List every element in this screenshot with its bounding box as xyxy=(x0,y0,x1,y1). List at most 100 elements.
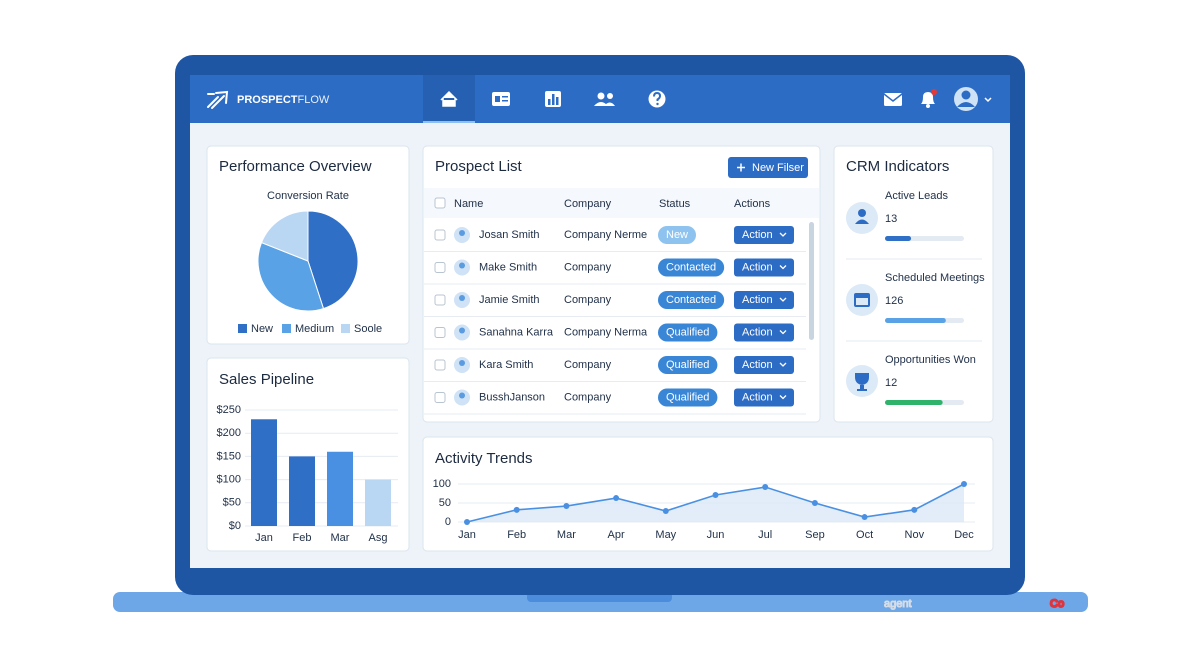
prospect-name: Sanahna Karra xyxy=(479,326,554,338)
y-tick-label: 100 xyxy=(433,478,451,490)
panel-title: Performance Overview xyxy=(219,158,372,175)
status-label: Contacted xyxy=(666,261,716,273)
avatar-head xyxy=(459,327,465,334)
progress-fill xyxy=(885,318,946,323)
checkbox[interactable] xyxy=(434,229,446,241)
checkbox[interactable] xyxy=(434,327,446,338)
column-header: Name xyxy=(454,198,483,210)
crm-icons xyxy=(846,202,878,397)
pie-slice xyxy=(260,210,309,262)
checkbox[interactable] xyxy=(434,359,446,371)
prospect-name: Jamie Smith xyxy=(479,294,540,306)
active-tab[interactable] xyxy=(423,75,475,123)
action-label: Action xyxy=(742,294,773,306)
watermark: agent xyxy=(884,598,912,610)
action-label: Action xyxy=(742,261,773,273)
x-tick-label: May xyxy=(655,529,676,541)
indicator-label: Opportunities Won xyxy=(885,354,976,366)
plus-icon xyxy=(737,163,745,172)
avatar-head xyxy=(459,262,465,269)
y-tick-label: 50 xyxy=(439,497,451,509)
prospect-name: BusshJanson xyxy=(479,391,545,403)
home-icon[interactable] xyxy=(440,90,458,107)
prospect-company: Company xyxy=(564,294,612,306)
action-button[interactable] xyxy=(734,356,794,374)
mail-icon[interactable] xyxy=(883,93,903,106)
status-pill xyxy=(658,226,697,244)
bar xyxy=(327,451,353,526)
checkbox[interactable] xyxy=(434,262,446,273)
x-tick-label: Nov xyxy=(905,529,925,541)
legend-swatch xyxy=(238,324,247,333)
x-tick-label: Jan xyxy=(255,532,273,544)
pie-slice xyxy=(307,210,359,310)
status-pill xyxy=(658,258,725,277)
y-tick-label: $0 xyxy=(229,520,241,532)
line-point xyxy=(513,506,520,513)
column-header: Status xyxy=(659,198,691,210)
table-header xyxy=(424,188,819,218)
reports-icon[interactable] xyxy=(545,91,561,107)
bar xyxy=(365,479,391,526)
status-pill xyxy=(658,388,718,407)
column-header: Company xyxy=(564,198,612,210)
action-button[interactable] xyxy=(734,258,794,277)
watermark: Co xyxy=(1050,598,1064,610)
indicator-label: Scheduled Meetings xyxy=(885,272,985,284)
team-icon[interactable] xyxy=(594,92,615,107)
x-tick-label: Dec xyxy=(954,529,974,541)
indicator-value: 13 xyxy=(885,213,897,225)
action-label: Action xyxy=(742,391,773,403)
chevron xyxy=(779,362,787,367)
legend-swatch xyxy=(282,324,291,333)
logo-strong: PROSPECT xyxy=(237,94,298,106)
y-tick-label: $200 xyxy=(217,427,241,439)
line-area xyxy=(467,484,964,522)
avatar[interactable] xyxy=(954,87,992,111)
action-label: Action xyxy=(742,359,773,371)
progress-fill xyxy=(885,236,912,241)
new-filter-button[interactable] xyxy=(728,157,808,178)
line-point xyxy=(762,484,769,491)
status-label: Qualified xyxy=(666,326,709,338)
logo-light: FLOW xyxy=(298,94,330,106)
checkbox[interactable] xyxy=(434,294,446,306)
checkbox[interactable] xyxy=(434,197,446,209)
status-pill xyxy=(658,323,718,342)
x-tick-label: Feb xyxy=(293,532,312,544)
prospect-company: Company xyxy=(564,391,612,403)
status-label: Qualified xyxy=(666,359,709,371)
prospect-company: Company Nerme xyxy=(564,229,647,241)
action-button[interactable] xyxy=(734,323,794,342)
y-tick-label: $50 xyxy=(223,497,241,509)
prospect-company: Company xyxy=(564,359,612,371)
pie-slice xyxy=(257,241,325,312)
bell-icon[interactable] xyxy=(921,89,937,108)
prospect-company: Company xyxy=(564,261,612,273)
panel-title: Sales Pipeline xyxy=(219,371,314,388)
button-label: New Filser xyxy=(752,162,804,174)
chevron xyxy=(779,297,787,302)
x-tick-label: Apr xyxy=(608,529,625,541)
action-button[interactable] xyxy=(734,226,794,244)
legend-label: New xyxy=(251,323,273,335)
scrollbar[interactable] xyxy=(809,222,814,340)
chevron xyxy=(779,265,787,270)
panel-title: Activity Trends xyxy=(435,450,533,467)
legend-label: Soole xyxy=(354,323,382,335)
avatar-head xyxy=(459,295,465,301)
line-point xyxy=(613,495,620,502)
line-point xyxy=(861,514,868,521)
action-button[interactable] xyxy=(734,388,794,407)
checkbox[interactable] xyxy=(434,392,446,403)
chart-title: Conversion Rate xyxy=(267,190,349,202)
contacts-icon[interactable] xyxy=(492,92,510,106)
action-button[interactable] xyxy=(734,291,794,309)
avatar-head xyxy=(459,392,465,399)
prospect-name: Josan Smith xyxy=(479,229,540,241)
avatar-head xyxy=(459,230,465,236)
help-icon[interactable] xyxy=(648,90,666,108)
action-label: Action xyxy=(742,229,773,241)
